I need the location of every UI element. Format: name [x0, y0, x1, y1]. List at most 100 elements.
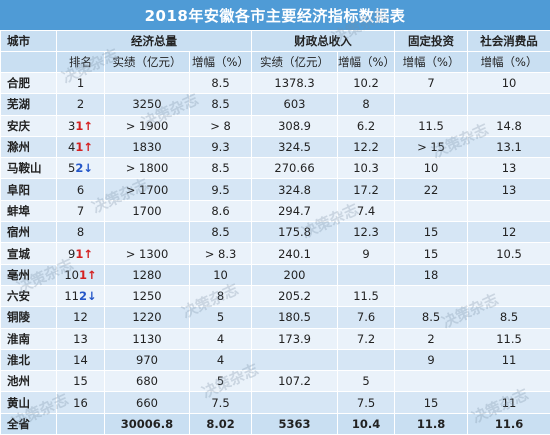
invest-growth-cell: [395, 94, 468, 115]
fiscal-growth-cell: 10.3: [338, 158, 395, 179]
rank-value: 16: [73, 396, 88, 410]
fiscal-growth-cell: 12.2: [338, 136, 395, 157]
retail-growth-cell: 10.5: [468, 243, 550, 264]
total-fiscal: 5363: [252, 413, 338, 434]
fiscal-actual-cell: 270.66: [252, 158, 338, 179]
city-cell: 合肥: [1, 73, 57, 94]
total-label: 全省: [1, 413, 57, 434]
rank-cell: 16: [57, 392, 105, 413]
arrow-up-icon: ↑: [83, 119, 93, 133]
fiscal-growth-cell: 10.2: [338, 73, 395, 94]
gdp-actual-cell: 660: [105, 392, 190, 413]
total-gdp-growth: 8.02: [190, 413, 252, 434]
rank-value: 11: [64, 289, 79, 303]
rank-value: 8: [77, 225, 84, 239]
arrow-up-icon: ↑: [83, 247, 93, 261]
city-cell: 宣城: [1, 243, 57, 264]
city-cell: 安庆: [1, 115, 57, 136]
gdp-growth-cell: 8.5: [190, 94, 252, 115]
retail-growth-cell: [468, 200, 550, 221]
rank-cell: 13: [57, 328, 105, 349]
gdp-growth-cell: 8.5: [190, 222, 252, 243]
city-cell: 淮南: [1, 328, 57, 349]
invest-growth-cell: 11.5: [395, 115, 468, 136]
invest-growth-cell: [395, 285, 468, 306]
city-cell: 淮北: [1, 349, 57, 370]
city-cell: 铜陵: [1, 307, 57, 328]
rank-value: 1: [77, 76, 84, 90]
fiscal-actual-cell: 240.1: [252, 243, 338, 264]
fiscal-actual-cell: [252, 349, 338, 370]
invest-growth-cell: 15: [395, 222, 468, 243]
invest-growth-cell: [395, 371, 468, 392]
gdp-actual-cell: [105, 73, 190, 94]
fiscal-actual-cell: 324.5: [252, 136, 338, 157]
rank-up-icon: 1↑: [75, 119, 93, 133]
fiscal-growth-cell: 7.5: [338, 392, 395, 413]
invest-growth-cell: 2: [395, 328, 468, 349]
gdp-actual-cell: 1220: [105, 307, 190, 328]
retail-growth-cell: [468, 285, 550, 306]
arrow-down-icon: ↓: [87, 289, 97, 303]
rank-cell: 41↑: [57, 136, 105, 157]
gdp-growth-cell: 9.5: [190, 179, 252, 200]
city-cell: 宿州: [1, 222, 57, 243]
gdp-actual-cell: 3250: [105, 94, 190, 115]
gdp-growth-cell: 8.6: [190, 200, 252, 221]
rank-up-icon: 1↑: [75, 247, 93, 261]
total-rank: [57, 413, 105, 434]
header-gdp: 经济总量: [57, 31, 252, 52]
rank-value: 6: [77, 183, 84, 197]
gdp-actual-cell: 1250: [105, 285, 190, 306]
rank-up-icon: 1↑: [79, 268, 97, 282]
rank-change-amount: 2: [79, 289, 87, 303]
header-row-secondary: 排名 实绩（亿元） 增幅（%） 实绩（亿元） 增幅（%） 增幅（%） 增幅（%）: [1, 52, 550, 73]
gdp-growth-cell: 5: [190, 307, 252, 328]
header-city: 城市: [1, 31, 57, 52]
header-retail: 社会消费品: [468, 31, 550, 52]
gdp-actual-cell: > 1700: [105, 179, 190, 200]
rank-value: 10: [64, 268, 79, 282]
fiscal-growth-cell: 12.3: [338, 222, 395, 243]
retail-growth-cell: 14.8: [468, 115, 550, 136]
fiscal-growth-cell: 11.5: [338, 285, 395, 306]
retail-growth-cell: 13.1: [468, 136, 550, 157]
city-cell: 六安: [1, 285, 57, 306]
fiscal-actual-cell: 324.8: [252, 179, 338, 200]
gdp-growth-cell: 4: [190, 328, 252, 349]
retail-growth-cell: 12: [468, 222, 550, 243]
gdp-actual-cell: > 1300: [105, 243, 190, 264]
gdp-growth-cell: 8: [190, 285, 252, 306]
rank-down-icon: 2↓: [79, 289, 97, 303]
gdp-growth-cell: 7.5: [190, 392, 252, 413]
fiscal-actual-cell: 175.8: [252, 222, 338, 243]
retail-growth-cell: [468, 94, 550, 115]
gdp-actual-cell: 970: [105, 349, 190, 370]
rank-cell: 1: [57, 73, 105, 94]
gdp-actual-cell: 1130: [105, 328, 190, 349]
retail-growth-cell: [468, 371, 550, 392]
invest-growth-cell: 9: [395, 349, 468, 370]
rank-cell: 91↑: [57, 243, 105, 264]
fiscal-actual-cell: 180.5: [252, 307, 338, 328]
gdp-growth-cell: 10: [190, 264, 252, 285]
fiscal-growth-cell: 6.2: [338, 115, 395, 136]
header-retail-growth: 增幅（%）: [468, 52, 550, 73]
rank-change-amount: 1: [79, 268, 87, 282]
rank-value: 12: [73, 310, 88, 324]
arrow-down-icon: ↓: [83, 161, 93, 175]
gdp-actual-cell: [105, 222, 190, 243]
fiscal-actual-cell: 294.7: [252, 200, 338, 221]
header-fiscal: 财政总收入: [252, 31, 395, 52]
invest-growth-cell: 15: [395, 392, 468, 413]
arrow-up-icon: ↑: [83, 140, 93, 154]
retail-growth-cell: 10: [468, 73, 550, 94]
retail-growth-cell: 11.5: [468, 328, 550, 349]
header-invest: 固定投资: [395, 31, 468, 52]
